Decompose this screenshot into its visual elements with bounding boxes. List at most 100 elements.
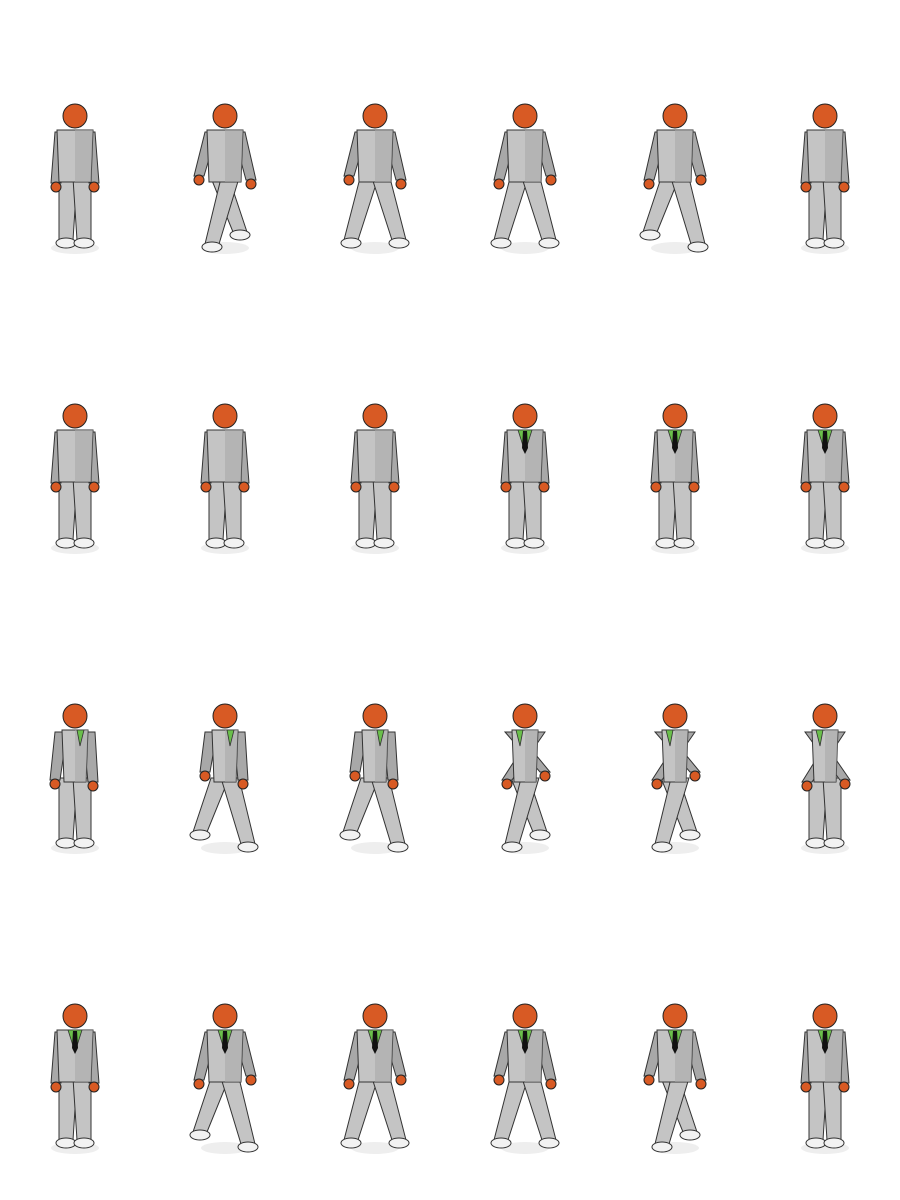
left-shoe [679, 829, 701, 841]
right-leg [822, 1077, 842, 1141]
figure [50, 1003, 100, 1154]
right-leg [72, 177, 92, 241]
sprite-frame-walk-back-5 [600, 0, 750, 300]
left-hand [350, 481, 362, 493]
sprite-canvas [340, 103, 410, 254]
sprite-frame-turn-around-6 [750, 300, 900, 600]
sprite-frame-walk-back-2 [150, 0, 300, 300]
right-hand [245, 178, 257, 190]
necktie [672, 1031, 678, 1054]
shirt-collar [376, 729, 385, 747]
sprite-frame-walk-side-1 [0, 600, 150, 900]
jacket-shading [225, 430, 243, 482]
figure [49, 703, 99, 854]
necktie [822, 1031, 828, 1054]
right-hand [387, 778, 399, 790]
right-hand [395, 1074, 407, 1086]
jacket-shading [825, 130, 843, 182]
jacket-shading [525, 730, 538, 782]
right-shoe [237, 1141, 259, 1153]
sprite-frame-walk-back-4 [450, 0, 600, 300]
right-hand [545, 174, 557, 186]
left-shoe [805, 537, 827, 549]
head [662, 703, 688, 729]
left-hand [200, 481, 212, 493]
sprite-canvas [501, 703, 552, 854]
head [812, 403, 838, 429]
right-shoe [223, 537, 245, 549]
right-leg [72, 1077, 92, 1141]
figure [350, 403, 400, 554]
head [812, 1003, 838, 1029]
right-leg [522, 477, 542, 541]
ground-shadow [351, 842, 399, 854]
sprite-frame-walk-side-4 [450, 600, 600, 900]
figure [501, 703, 552, 854]
figure [639, 103, 709, 254]
sprite-canvas [189, 703, 259, 854]
sprite-canvas [193, 103, 257, 254]
figure [340, 103, 410, 254]
right-leg [521, 177, 557, 241]
left-shoe [655, 537, 677, 549]
right-leg [822, 177, 842, 241]
figure [490, 1003, 560, 1154]
right-hand [88, 481, 100, 493]
jacket-shading [675, 430, 693, 482]
right-hand [838, 1081, 850, 1093]
sprite-frame-walk-side-2 [150, 600, 300, 900]
right-hand [695, 1078, 707, 1090]
left-shoe [205, 537, 227, 549]
necktie [672, 431, 678, 454]
left-hand [800, 481, 812, 493]
head [662, 1003, 688, 1029]
right-leg [220, 777, 256, 845]
right-shoe [73, 837, 95, 849]
jacket-shading [225, 730, 238, 782]
right-hand [237, 778, 249, 790]
head [512, 1003, 538, 1029]
sprite-canvas [800, 403, 850, 554]
left-hand [800, 1081, 812, 1093]
head [62, 403, 88, 429]
left-shoe [189, 829, 211, 841]
sprite-canvas [350, 403, 400, 554]
ground-shadow [351, 1142, 399, 1154]
jacket-shading [375, 430, 393, 482]
left-hand [50, 481, 62, 493]
sprite-canvas [49, 703, 99, 854]
ground-shadow [201, 842, 249, 854]
right-shoe [823, 537, 845, 549]
left-shoe [55, 837, 77, 849]
jacket-shading [375, 1030, 393, 1082]
right-shoe [823, 237, 845, 249]
sprite-frame-walk-side-3 [300, 600, 450, 900]
left-hand [193, 174, 205, 186]
sprite-frame-walk-front-5 [600, 900, 750, 1200]
figure [500, 403, 550, 554]
jacket-shading [525, 1030, 543, 1082]
right-leg [672, 477, 692, 541]
sprite-canvas [650, 403, 700, 554]
right-hand [88, 181, 100, 193]
jacket-shading [675, 1030, 693, 1082]
left-hand [50, 1081, 62, 1093]
ground-shadow [501, 242, 549, 254]
left-hand [193, 1078, 205, 1090]
figure [340, 1003, 410, 1154]
left-leg [493, 1077, 529, 1141]
right-shoe [538, 1137, 560, 1149]
jacket-shading [675, 730, 688, 782]
sprite-frame-turn-around-2 [150, 300, 300, 600]
left-hand [50, 181, 62, 193]
jacket-shading [675, 130, 693, 182]
sprite-canvas [490, 103, 560, 254]
right-shoe [237, 841, 259, 853]
necktie [222, 1031, 228, 1054]
head [512, 703, 538, 729]
sprite-canvas [801, 703, 851, 854]
head [812, 103, 838, 129]
right-shoe [651, 841, 673, 853]
head [212, 1003, 238, 1029]
